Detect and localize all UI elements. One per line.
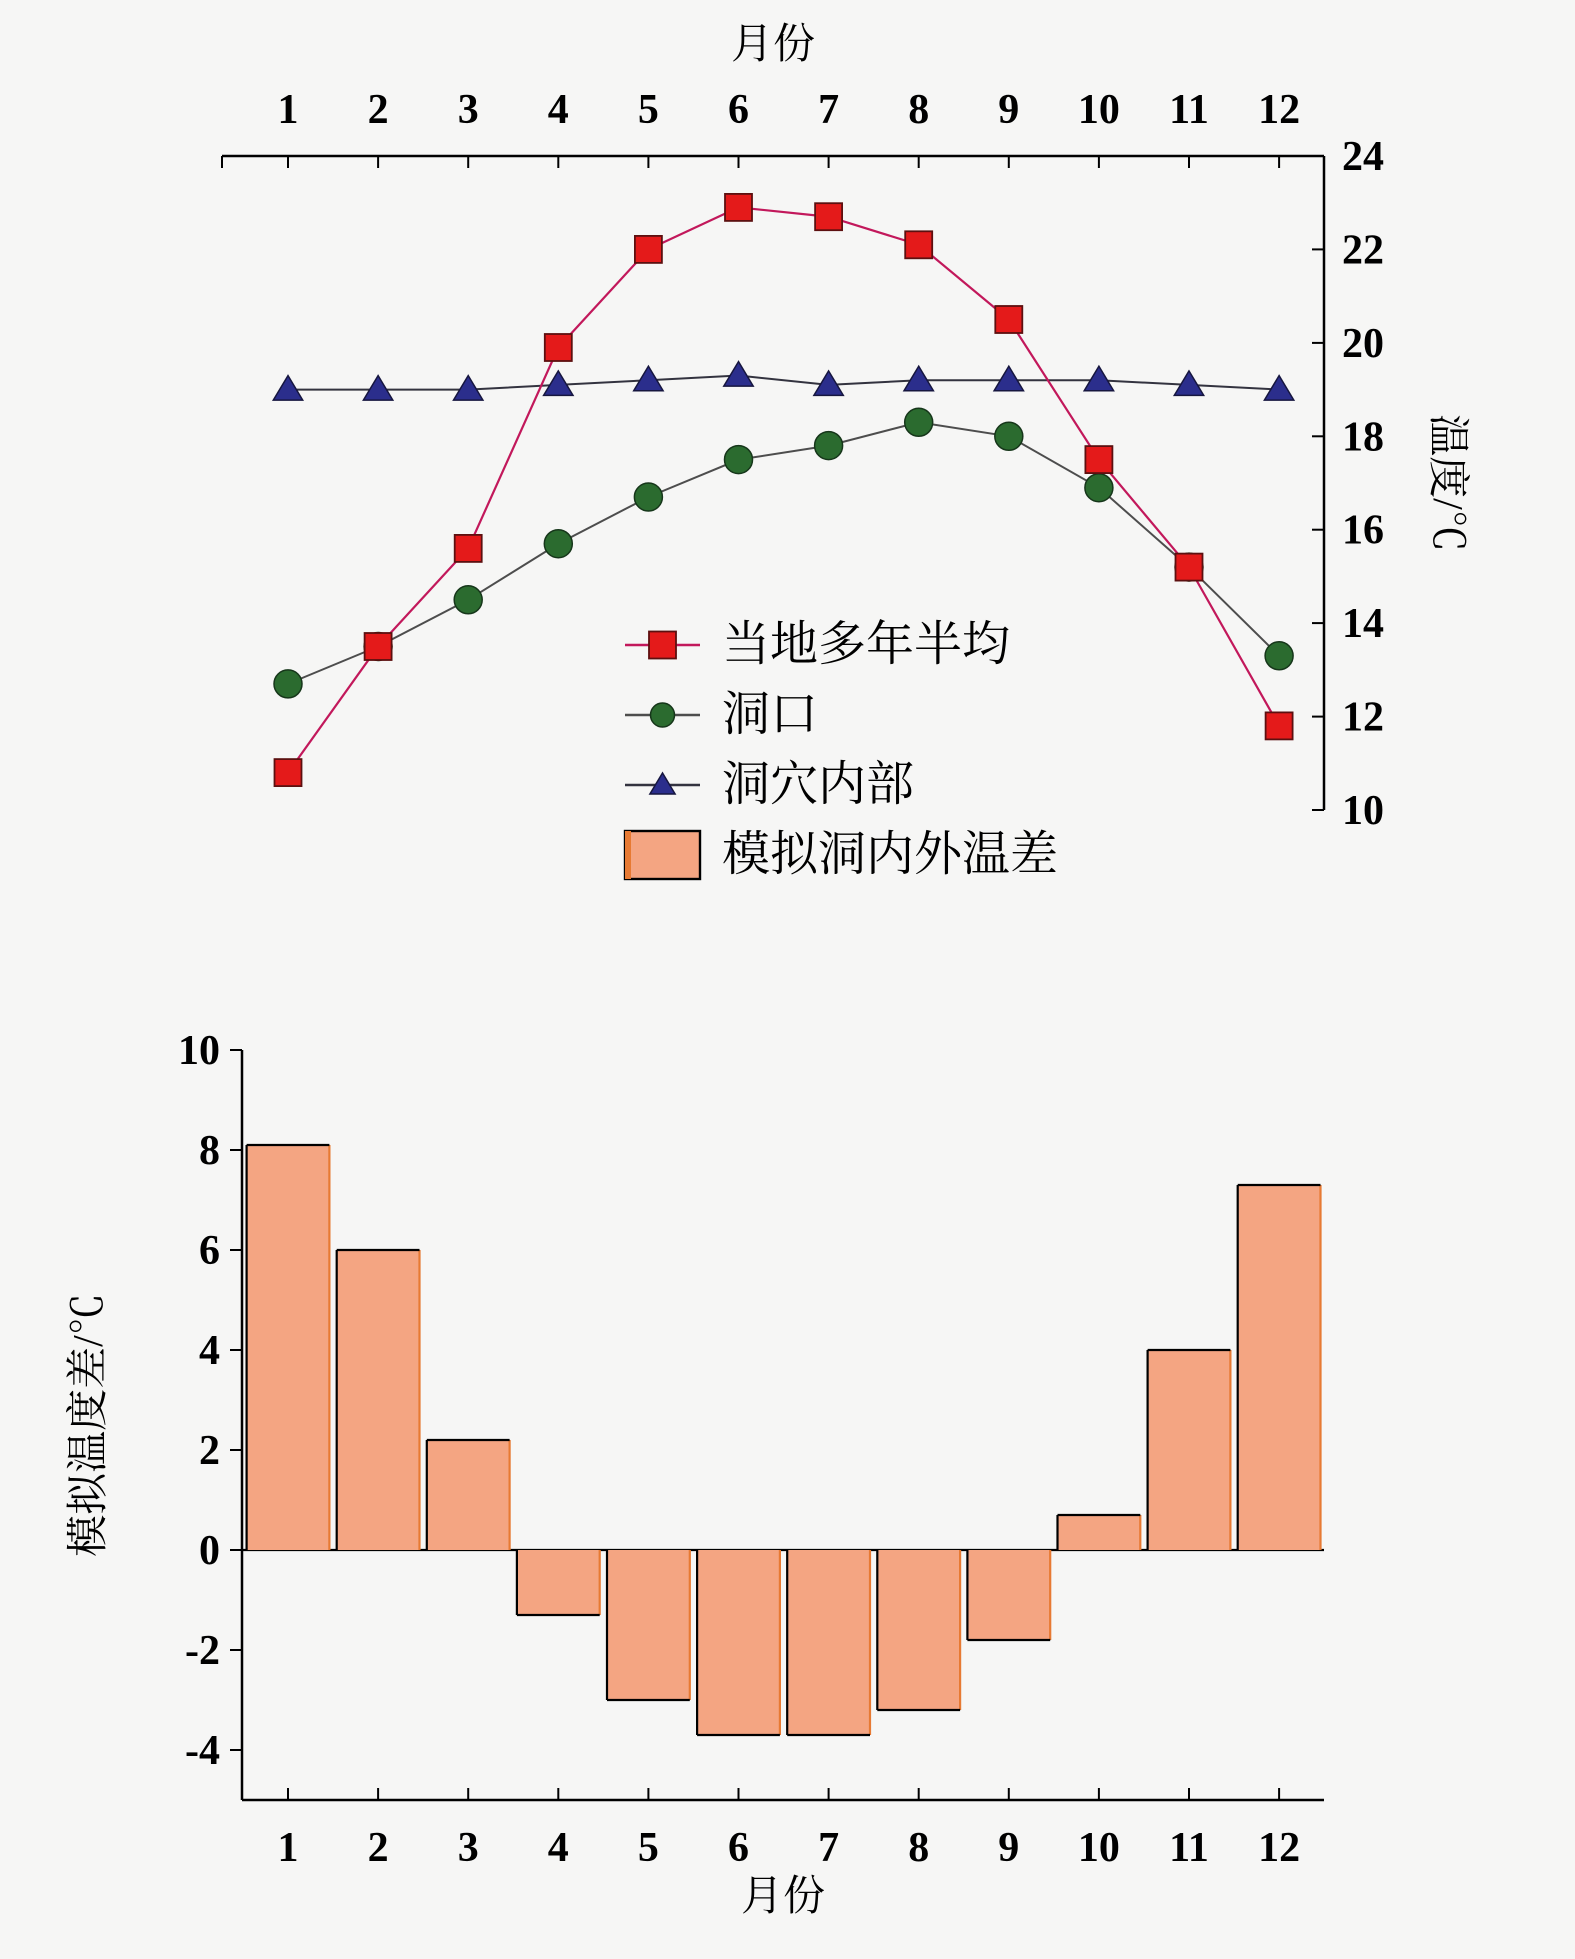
svg-text:4: 4 [548, 87, 569, 133]
svg-text:0: 0 [199, 1528, 220, 1574]
svg-text:7: 7 [818, 87, 839, 133]
svg-text:10: 10 [1342, 788, 1384, 834]
svg-text:22: 22 [1342, 227, 1384, 273]
svg-text:16: 16 [1342, 508, 1384, 554]
svg-text:10: 10 [1078, 87, 1120, 133]
svg-text:温度/℃: 温度/℃ [1424, 414, 1471, 552]
svg-text:洞穴内部: 洞穴内部 [722, 758, 914, 811]
svg-text:洞口: 洞口 [722, 688, 818, 741]
svg-text:1: 1 [278, 1825, 299, 1871]
svg-text:3: 3 [458, 87, 479, 133]
svg-text:-4: -4 [185, 1728, 220, 1774]
svg-text:5: 5 [638, 87, 659, 133]
svg-text:8: 8 [199, 1128, 220, 1174]
svg-text:9: 9 [998, 87, 1019, 133]
svg-text:月份: 月份 [741, 1874, 825, 1920]
svg-text:月份: 月份 [731, 22, 815, 68]
svg-text:5: 5 [638, 1825, 659, 1871]
svg-text:6: 6 [728, 1825, 749, 1871]
svg-text:6: 6 [728, 87, 749, 133]
svg-text:18: 18 [1342, 414, 1384, 460]
svg-text:24: 24 [1342, 134, 1384, 180]
svg-text:6: 6 [199, 1228, 220, 1274]
svg-text:11: 11 [1169, 87, 1209, 133]
svg-text:8: 8 [908, 1825, 929, 1871]
svg-text:12: 12 [1258, 87, 1300, 133]
svg-text:2: 2 [199, 1428, 220, 1474]
svg-text:1: 1 [278, 87, 299, 133]
svg-text:2: 2 [368, 87, 389, 133]
svg-text:4: 4 [548, 1825, 569, 1871]
svg-text:-2: -2 [185, 1628, 220, 1674]
svg-text:20: 20 [1342, 321, 1384, 367]
svg-text:9: 9 [998, 1825, 1019, 1871]
svg-text:12: 12 [1342, 695, 1384, 741]
svg-text:12: 12 [1258, 1825, 1300, 1871]
svg-text:2: 2 [368, 1825, 389, 1871]
svg-text:当地多年半均: 当地多年半均 [722, 618, 1010, 671]
svg-text:模拟洞内外温差: 模拟洞内外温差 [722, 828, 1058, 881]
svg-text:模拟温度差/℃: 模拟温度差/℃ [65, 1293, 112, 1557]
svg-text:14: 14 [1342, 601, 1384, 647]
svg-text:8: 8 [908, 87, 929, 133]
svg-text:7: 7 [818, 1825, 839, 1871]
svg-text:10: 10 [178, 1028, 220, 1074]
svg-text:3: 3 [458, 1825, 479, 1871]
svg-text:10: 10 [1078, 1825, 1120, 1871]
svg-text:11: 11 [1169, 1825, 1209, 1871]
svg-text:4: 4 [199, 1328, 220, 1374]
